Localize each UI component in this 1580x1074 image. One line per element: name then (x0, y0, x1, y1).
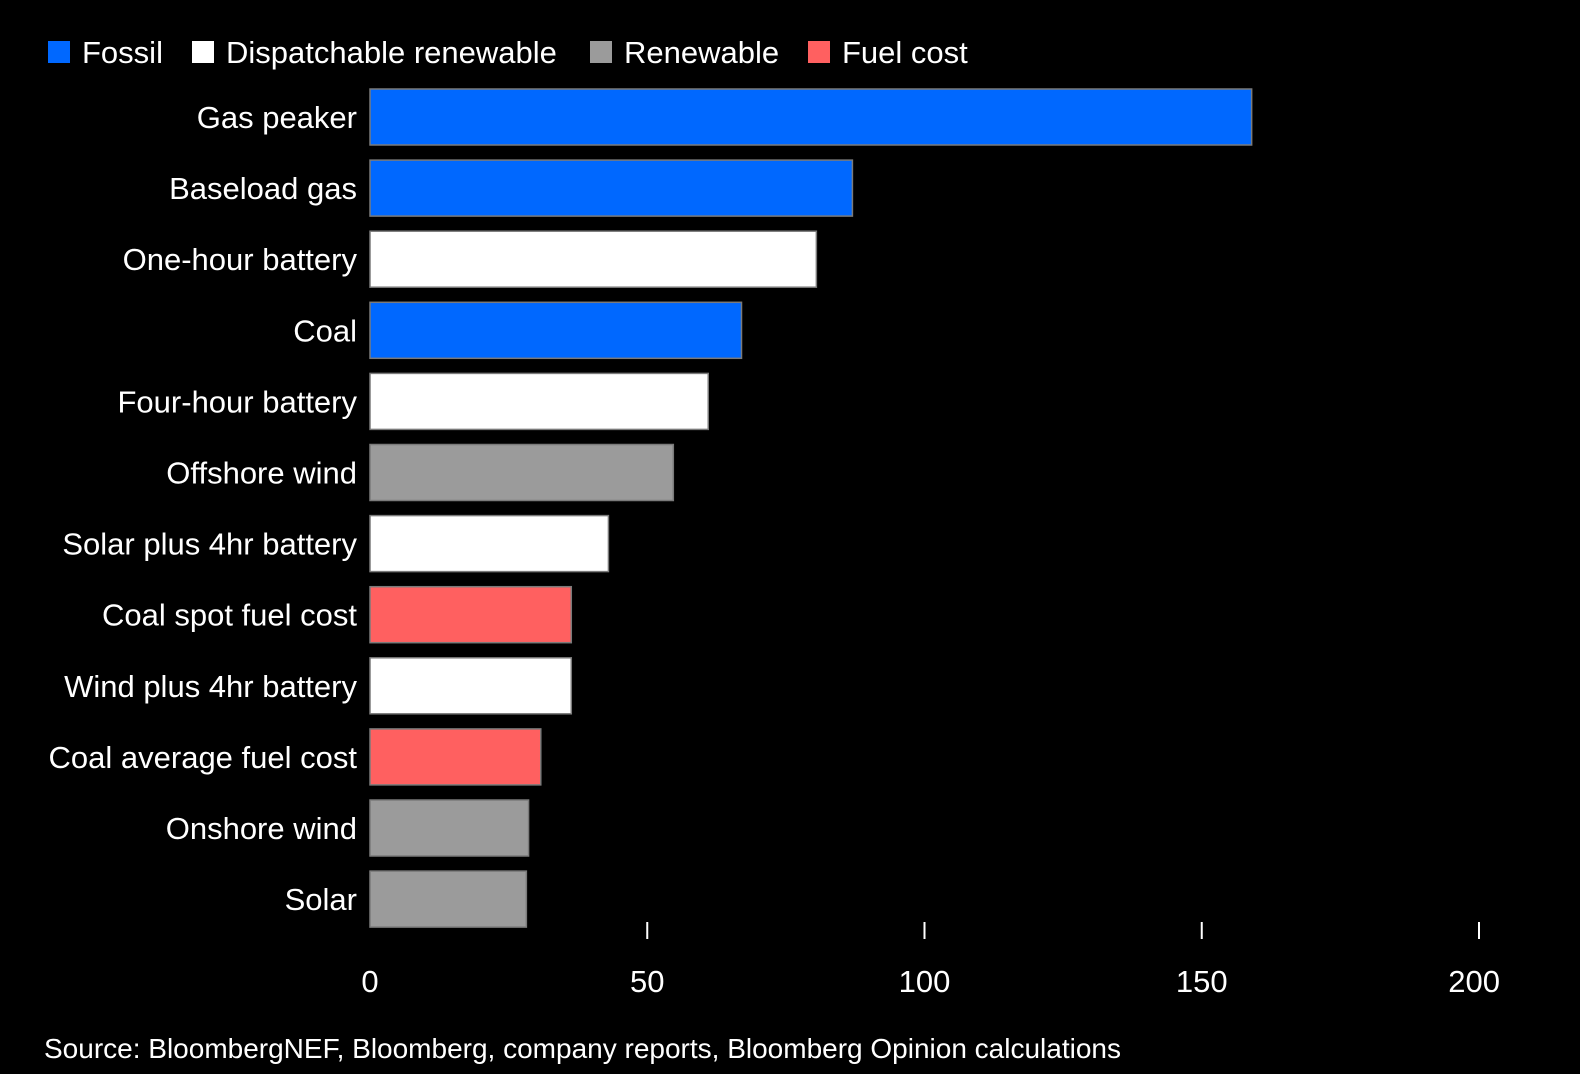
category-label-baseload-gas: Baseload gas (169, 171, 357, 206)
x-axis: 0 50 100 150 200 (361, 922, 1500, 999)
category-label-coal-average-fuel-cost: Coal average fuel cost (49, 740, 358, 775)
category-label-gas-peaker: Gas peaker (197, 100, 357, 135)
category-labels: Gas peaker Baseload gas One-hour battery Co… (49, 100, 358, 917)
bar-solar (369, 870, 528, 928)
chart-legend: Fossil Dispatchable renewable Renewable Fue… (48, 35, 968, 70)
bar-baseload-gas (369, 159, 854, 217)
bar-one-hour-battery (369, 230, 818, 288)
bar-gas-peaker (369, 88, 1253, 146)
bar-wind-plus-4hr-battery (369, 657, 573, 715)
bar-onshore-wind (369, 799, 530, 857)
category-label-onshore-wind: Onshore wind (166, 811, 357, 846)
bar-solar-plus-4hr-battery (369, 514, 610, 573)
category-label-four-hour-battery: Four-hour battery (118, 384, 358, 419)
legend-swatch-fossil (48, 41, 70, 63)
category-label-offshore-wind: Offshore wind (166, 456, 357, 491)
legend-label-fuel: Fuel cost (842, 35, 968, 70)
x-tick-label-100: 100 (899, 964, 951, 999)
category-label-one-hour-battery: One-hour battery (123, 242, 358, 277)
x-tick-label-200: 200 (1448, 964, 1500, 999)
category-label-solar: Solar (285, 882, 357, 917)
bar-offshore-wind (369, 443, 675, 502)
x-tick-label-50: 50 (630, 964, 664, 999)
legend-swatch-dispatchable (192, 41, 214, 63)
bar-four-hour-battery (369, 372, 709, 431)
bar-coal-average-fuel-cost (369, 728, 542, 786)
category-label-coal-spot-fuel-cost: Coal spot fuel cost (102, 598, 357, 633)
legend-swatch-renewable (590, 41, 612, 63)
bar-series (369, 88, 1253, 928)
category-label-solar-plus-4hr-battery: Solar plus 4hr battery (62, 527, 357, 562)
x-tick-label-0: 0 (361, 964, 378, 999)
legend-label-dispatchable: Dispatchable renewable (226, 35, 557, 70)
bar-coal-spot-fuel-cost (369, 585, 573, 644)
bar-coal (369, 301, 743, 360)
legend-label-renewable: Renewable (624, 35, 779, 70)
legend-label-fossil: Fossil (82, 35, 163, 70)
x-tick-label-150: 150 (1176, 964, 1228, 999)
source-note: Source: BloombergNEF, Bloomberg, company… (44, 1033, 1121, 1064)
legend-swatch-fuel (808, 41, 830, 63)
category-label-coal: Coal (293, 313, 357, 348)
category-label-wind-plus-4hr-battery: Wind plus 4hr battery (64, 669, 357, 704)
